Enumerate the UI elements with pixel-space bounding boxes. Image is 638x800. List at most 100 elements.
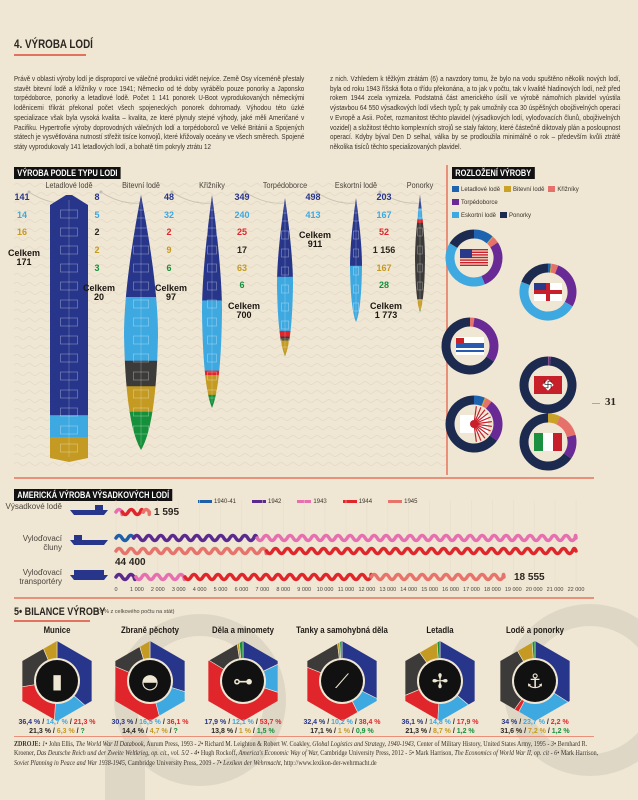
percent-ita: 0,9 % bbox=[355, 728, 374, 735]
landing-legend-item: 1940-41 bbox=[198, 499, 236, 505]
ship-band-jpn bbox=[50, 437, 88, 462]
total-value: 700 bbox=[236, 310, 252, 321]
ship-deck-detail bbox=[133, 407, 149, 417]
axis-tick-label: 0 bbox=[114, 587, 118, 593]
source-number: 2• bbox=[197, 739, 204, 748]
legend-label: 1942 bbox=[268, 499, 282, 505]
separator: / bbox=[545, 728, 552, 735]
usa-flag-icon bbox=[460, 249, 488, 266]
ship-deck-detail bbox=[207, 299, 217, 309]
percent-ger: 14,4 % bbox=[122, 728, 144, 735]
ship-deck-detail bbox=[60, 443, 78, 453]
ship-count-column: 8 5 2 2 3 Celkem 20 bbox=[79, 192, 119, 302]
total-word: Celkem bbox=[154, 283, 188, 294]
percent-usa: 36,1 % bbox=[401, 719, 424, 726]
ship-deck-detail bbox=[281, 284, 289, 294]
ship-count-ger: 17 bbox=[236, 245, 247, 256]
ship-deck-detail bbox=[281, 320, 289, 330]
source-entry: 7• Lexikon der Wehrmacht, http://www.lex… bbox=[215, 757, 377, 767]
ship-band-uk bbox=[50, 415, 88, 438]
percent-ussr: 36,1 % bbox=[166, 719, 189, 726]
ship-total: Celkem 700 bbox=[224, 302, 264, 320]
percent-jpn: 1 % bbox=[337, 728, 350, 735]
ship-count-usa: 8 bbox=[94, 192, 100, 202]
source-entry: 2• Richard M. Leighton & Robert W. Coakl… bbox=[196, 739, 549, 748]
ship-band-ita bbox=[277, 354, 293, 356]
source-rest: Cambridge University Press, 2009 - bbox=[127, 757, 215, 767]
balance-item-label: Děla a minomety bbox=[212, 625, 274, 636]
percent-usa: 32,4 % bbox=[303, 719, 326, 726]
source-number: 1• bbox=[42, 739, 48, 748]
legend-swatch bbox=[452, 199, 459, 206]
percent-ussr: 2,2 % bbox=[550, 719, 569, 726]
legend-item: Křižníky bbox=[548, 186, 579, 193]
ship-silhouettes bbox=[13, 183, 447, 466]
donut-segment bbox=[554, 265, 577, 307]
percent-line: 36,4 % / 14,7 % / 21,3 % bbox=[0, 718, 117, 727]
donut-segment bbox=[519, 413, 572, 471]
germany-flag-icon: 卐 bbox=[534, 376, 562, 394]
ship-total: Celkem 20 bbox=[79, 284, 119, 302]
donut-segment bbox=[519, 281, 573, 321]
ship-deck-detail bbox=[352, 248, 359, 258]
ship-band-jpn bbox=[415, 299, 425, 311]
source-rest: http://www.lexikon-der-wehrmacht.de bbox=[283, 757, 377, 767]
total-value: 20 bbox=[93, 292, 104, 303]
ship-band-ita bbox=[415, 310, 425, 312]
balance-title-underline bbox=[14, 620, 90, 622]
legend-swatch bbox=[548, 186, 556, 193]
ship-deck-detail bbox=[60, 227, 78, 237]
axis-tick-label: 9 000 bbox=[297, 587, 312, 593]
percent-line: 32,4 % / 10,2 % / 38,4 % bbox=[282, 718, 402, 727]
donut-uk bbox=[519, 263, 577, 321]
balance-title: 5• BILANCE VÝROBY bbox=[14, 606, 106, 618]
source-rest: Center of Military History, United State… bbox=[416, 739, 550, 748]
percent-line: 17,1 % / 1 % / 0,9 % bbox=[282, 727, 402, 736]
separator: / bbox=[253, 719, 260, 726]
divider-horizontal bbox=[14, 477, 594, 479]
ship-deck-detail bbox=[417, 245, 423, 255]
source-entry: 3• Bernhard R. Kroener, Das Deutsche Rei… bbox=[14, 739, 587, 757]
axis-tick-label: 22 000 bbox=[567, 587, 585, 593]
ship-silhouette bbox=[50, 195, 88, 462]
separator: / bbox=[450, 728, 457, 735]
ship-band-jpn bbox=[124, 386, 158, 413]
hex-segment-ger bbox=[500, 641, 536, 721]
balance-item-label: Tanky a samohybná děla bbox=[296, 625, 388, 636]
axis-tick-label: 7 000 bbox=[255, 587, 270, 593]
leader-line bbox=[171, 191, 213, 204]
source-rest: Aurum Press, 1993 - bbox=[146, 739, 197, 748]
source-number: 7• bbox=[216, 757, 222, 767]
ussr-flag-icon bbox=[456, 337, 484, 355]
landing-craft-icon bbox=[70, 535, 108, 545]
wave-pattern bbox=[13, 192, 447, 196]
ship-total: Celkem 171 bbox=[4, 249, 44, 267]
donut-segment bbox=[472, 317, 499, 362]
separator: / bbox=[74, 728, 81, 735]
cannon-icon: ⊶ bbox=[233, 669, 253, 693]
distribution-section-tag: ROZLOŽENÍ VÝROBY bbox=[452, 167, 535, 179]
legend-label: 1944 bbox=[358, 499, 373, 505]
ship-count-ussr: 52 bbox=[378, 227, 389, 238]
separator: / bbox=[517, 719, 524, 726]
ship-band-ussr bbox=[277, 330, 293, 338]
source-rest: - bbox=[550, 748, 553, 758]
percent-jpn: 4,7 % bbox=[149, 728, 168, 735]
source-entry: 5• Mark Harrison, The Economics of World… bbox=[407, 748, 553, 758]
axis-tick-label: 10 000 bbox=[316, 587, 334, 593]
title-underline bbox=[14, 54, 86, 56]
landing-segment-1944 bbox=[264, 546, 578, 556]
ship-deck-detail bbox=[133, 263, 149, 273]
donut-segment bbox=[482, 398, 492, 409]
legend-label: Ponorky bbox=[509, 213, 532, 219]
page-number-rule bbox=[592, 403, 600, 404]
percent-ussr: 17,9 % bbox=[456, 719, 479, 726]
axis-tick-label: 1 000 bbox=[130, 587, 144, 593]
landing-segment-1945 bbox=[141, 507, 152, 517]
percent-usa: 30,3 % bbox=[111, 719, 134, 726]
ship-deck-detail bbox=[60, 389, 78, 399]
source-author: Hugh Rockoff, bbox=[200, 748, 238, 758]
total-word: Celkem bbox=[227, 301, 261, 312]
ship-count-column: 349 240 25 17 63 6 Celkem 700 bbox=[224, 192, 264, 320]
sources-label: ZDROJE: bbox=[14, 739, 41, 748]
